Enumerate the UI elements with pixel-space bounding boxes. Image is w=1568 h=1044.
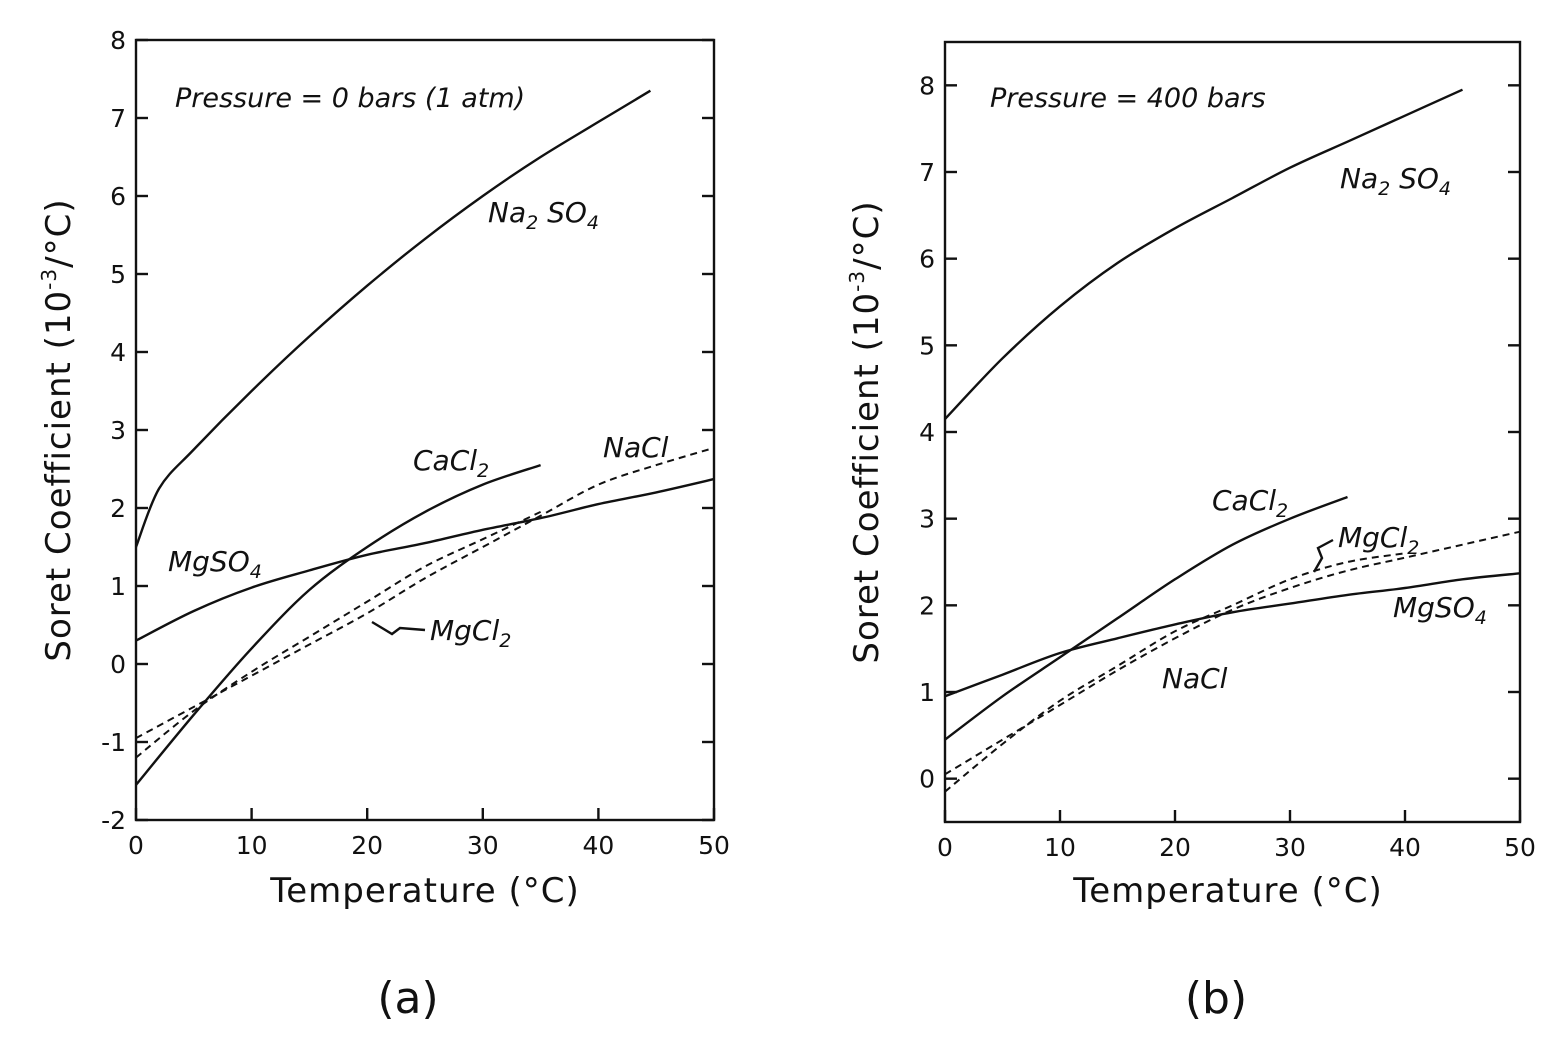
panel-b-y-tick-label: 2 xyxy=(919,591,935,620)
panel-a-label-nacl: NaCl xyxy=(603,431,669,464)
panel-b-y-tick-label: 8 xyxy=(919,71,935,100)
panel-b-label-cacl2: CaCl2 xyxy=(1212,484,1288,522)
panel-a-y-tick-label: 1 xyxy=(110,572,126,601)
panel-a-x-tick-label: 50 xyxy=(698,831,730,860)
panel-a-x-tick-label: 40 xyxy=(582,831,614,860)
panel-a-x-tick-label: 30 xyxy=(467,831,499,860)
panel-b-y-axis-title: Soret Coefficient (10-3/°C) xyxy=(845,200,887,663)
panel-b-y-tick-label: 5 xyxy=(919,331,935,360)
panel-b-y-tick-label: 7 xyxy=(919,158,935,187)
panel-a-y-tick-label: 3 xyxy=(110,416,126,445)
panel-a-pressure-annotation: Pressure = 0 bars (1 atm) xyxy=(175,83,525,114)
panel-b-x-tick-labels: 0 10 20 30 40 50 xyxy=(937,833,1536,862)
panel-b-label-nacl: NaCl xyxy=(1162,662,1228,695)
panel-a-chart: 0 10 20 30 40 50 -2 -1 0 1 2 3 4 5 6 7 8 Pressure = 0 b… xyxy=(37,26,730,1024)
panel-a-x-tick-label: 0 xyxy=(128,831,144,860)
panel-b-y-tick-label: 3 xyxy=(919,505,935,534)
panel-b-y-tick-label: 6 xyxy=(919,245,935,274)
panel-a-y-tick-labels: -2 -1 0 1 2 3 4 5 6 7 8 xyxy=(101,26,126,835)
panel-a-series-mgcl2 xyxy=(135,510,542,759)
panel-b-label-mgcl2: MgCl2 xyxy=(1338,521,1419,559)
panel-a-series-na2so4 xyxy=(134,89,652,548)
panel-a-x-tick-labels: 0 10 20 30 40 50 xyxy=(128,831,730,860)
panel-b-tick-marks xyxy=(943,84,1522,822)
panel-a-series-cacl2 xyxy=(135,463,541,786)
panel-a-y-tick-label: 7 xyxy=(110,104,126,133)
panel-a-tick-marks xyxy=(134,38,716,822)
panel-b-x-tick-label: 30 xyxy=(1274,833,1306,862)
panel-a-label-mgso4: MgSO4 xyxy=(168,545,262,583)
panel-b-series-na2so4 xyxy=(944,88,1463,420)
panel-b-plot-frame xyxy=(943,40,1522,824)
panel-b-label-mgso4: MgSO4 xyxy=(1393,591,1487,629)
panel-a-label-na2so4: Na2 SO4 xyxy=(488,196,599,234)
panel-b-chart: 0 10 20 30 40 50 0 1 2 3 4 5 6 7 8 Pressure = 400 bar… xyxy=(845,40,1536,1024)
panel-b-series-mgso4 xyxy=(944,572,1521,698)
panel-a-y-tick-label: 2 xyxy=(110,494,126,523)
panel-b-y-tick-label: 4 xyxy=(919,418,935,447)
panel-a-y-tick-label: -2 xyxy=(101,806,126,835)
panel-b-x-tick-label: 40 xyxy=(1389,833,1421,862)
panel-b-x-tick-label: 50 xyxy=(1504,833,1536,862)
panel-b-pressure-annotation: Pressure = 400 bars xyxy=(990,83,1266,114)
panel-a-y-tick-label: 0 xyxy=(110,650,126,679)
panel-a-y-tick-label: 5 xyxy=(110,260,126,289)
panel-b-y-tick-label: 0 xyxy=(919,765,935,794)
panel-a-y-tick-label: 8 xyxy=(110,26,126,55)
panel-a-x-axis-title: Temperature (°C) xyxy=(269,871,579,911)
panel-b-label: (b) xyxy=(1185,973,1247,1024)
panel-b-y-tick-label: 1 xyxy=(919,678,935,707)
panel-a-label-mgcl2: MgCl2 xyxy=(430,614,511,652)
panel-b-x-axis-title: Temperature (°C) xyxy=(1072,871,1382,911)
panel-b-series-nacl xyxy=(944,530,1521,776)
panel-a-series-curves xyxy=(134,89,715,786)
panel-b-x-tick-label: 10 xyxy=(1044,833,1076,862)
panel-a-x-tick-label: 10 xyxy=(236,831,268,860)
panel-b-x-tick-label: 20 xyxy=(1159,833,1191,862)
panel-a-y-tick-label: 4 xyxy=(110,338,126,367)
panel-a-x-tick-label: 20 xyxy=(351,831,383,860)
panel-a-y-tick-label: -1 xyxy=(101,728,126,757)
panel-a-series-nacl xyxy=(135,446,715,739)
panel-a-label: (a) xyxy=(377,973,438,1024)
panel-b-series-curves xyxy=(944,88,1521,793)
panel-b-label-na2so4: Na2 SO4 xyxy=(1340,162,1451,200)
panel-a-plot-frame xyxy=(134,38,716,822)
panel-b-series-mgcl2 xyxy=(944,552,1406,793)
panel-a-label-cacl2: CaCl2 xyxy=(413,444,489,482)
panel-b-series-cacl2 xyxy=(944,495,1348,741)
panel-a-mgcl2-pointer xyxy=(371,620,426,636)
panel-b-mgcl2-pointer xyxy=(1312,538,1334,573)
panel-b-y-tick-labels: 0 1 2 3 4 5 6 7 8 xyxy=(919,71,935,793)
panel-b-x-tick-label: 0 xyxy=(937,833,953,862)
panel-a-y-tick-label: 6 xyxy=(110,182,126,211)
panel-a-y-axis-title: Soret Coefficient (10-3/°C) xyxy=(37,198,79,661)
panel-a-series-mgso4 xyxy=(135,477,715,642)
